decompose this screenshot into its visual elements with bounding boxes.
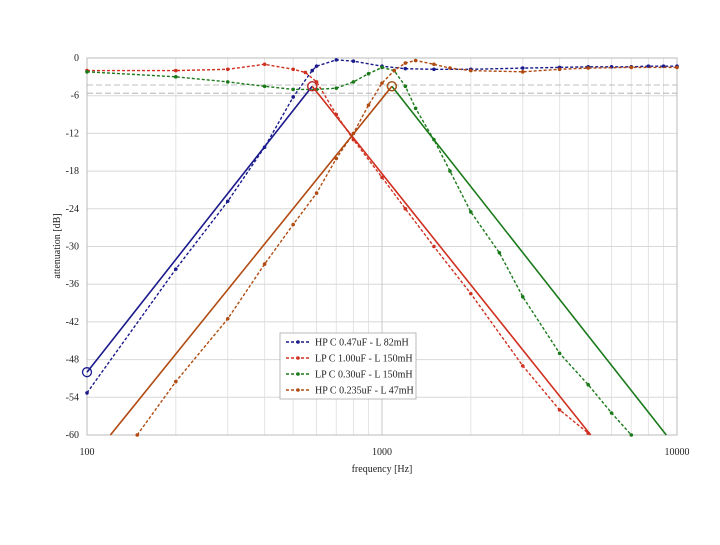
legend-label: HP C 0.47uF - L 82mH (315, 338, 409, 349)
data-point (85, 70, 89, 74)
data-point (314, 191, 319, 195)
data-point (262, 62, 267, 67)
data-point (366, 103, 371, 107)
data-point (291, 67, 295, 72)
corner-marker (307, 81, 318, 92)
legend-marker (296, 340, 300, 344)
data-point (262, 84, 267, 89)
data-point (432, 62, 436, 67)
data-point (557, 351, 562, 356)
asymptote-line (109, 85, 393, 436)
data-point (380, 81, 384, 85)
legend-marker (296, 388, 300, 392)
x-tick-label: 10000 (665, 447, 690, 458)
data-point (366, 71, 371, 76)
legend-marker (296, 356, 300, 360)
asymptote-line (86, 85, 313, 373)
x-tick-label: 1000 (372, 447, 392, 458)
data-point (448, 169, 452, 173)
data-point (675, 65, 679, 70)
asymptote-line (391, 85, 667, 436)
plot-frame (86, 57, 678, 436)
data-point (432, 244, 436, 249)
legend: HP C 0.47uF - L 82mH LP C 1.00uF - L 150m… (279, 332, 417, 400)
legend-marker (296, 372, 300, 376)
data-point (586, 382, 590, 387)
data-point (291, 222, 295, 227)
data-point (174, 75, 178, 79)
legend-label: LP C 1.00uF - L 150mH (315, 354, 413, 365)
x-tick-label: 100 (80, 447, 95, 458)
data-point (557, 408, 562, 412)
data-point (334, 156, 339, 161)
y-tick-label: -54 (66, 392, 79, 403)
data-point (334, 86, 339, 90)
data-point (351, 59, 356, 63)
data-point (413, 58, 418, 63)
data-point (174, 267, 178, 271)
legend-label: LP C 0.30uF - L 150mH (315, 370, 413, 381)
data-point (403, 66, 408, 71)
data-point (174, 379, 178, 384)
data-point (135, 433, 140, 437)
data-point (629, 65, 634, 70)
data-point (351, 80, 356, 84)
y-tick-label: -18 (66, 166, 79, 177)
data-point (334, 58, 339, 62)
data-point (497, 250, 502, 255)
data-point (413, 106, 418, 111)
asymptote-line (311, 85, 592, 436)
data-point (310, 68, 315, 73)
data-point (225, 316, 230, 321)
y-axis-label: attenuation [dB] (52, 213, 63, 278)
data-point (609, 411, 614, 415)
data-point (557, 67, 562, 72)
data-point (291, 95, 295, 99)
y-tick-label: -42 (66, 317, 79, 328)
corner-marker (81, 367, 93, 378)
data-point (225, 80, 230, 84)
data-point (225, 67, 230, 72)
data-point (380, 175, 384, 180)
y-tick-label: -36 (66, 279, 79, 290)
data-point (403, 84, 408, 89)
data-point (432, 67, 436, 72)
data-point (380, 65, 384, 70)
data-point (174, 68, 178, 73)
data-point (520, 364, 525, 368)
y-tick-label: -48 (66, 355, 79, 366)
data-point (403, 61, 408, 65)
data-point (629, 433, 634, 437)
data-point (291, 87, 295, 92)
y-tick-label: -6 (71, 91, 79, 102)
legend-box (279, 332, 417, 400)
data-point (520, 70, 525, 74)
corner-marker (386, 81, 398, 92)
data-point (469, 68, 473, 73)
data-point (392, 68, 397, 73)
data-point (85, 391, 89, 395)
data-point (520, 294, 525, 299)
data-point (469, 210, 473, 214)
y-tick-label: 0 (74, 53, 79, 64)
y-tick-label: -60 (66, 430, 79, 441)
data-point (314, 64, 319, 68)
x-axis-label: frequency [Hz] (352, 464, 413, 475)
data-point (225, 199, 230, 204)
measured-line (86, 66, 632, 436)
data-point (448, 66, 452, 70)
data-point (403, 207, 408, 211)
y-tick-label: -12 (66, 128, 79, 139)
y-tick-label: -30 (66, 242, 79, 253)
y-tick-label: -24 (66, 204, 79, 215)
data-point (520, 66, 525, 70)
legend-label: HP C 0.235uF - L 47mH (315, 386, 414, 397)
data-point (303, 70, 308, 75)
data-point (262, 262, 267, 266)
data-point (469, 291, 473, 296)
data-point (586, 66, 590, 70)
